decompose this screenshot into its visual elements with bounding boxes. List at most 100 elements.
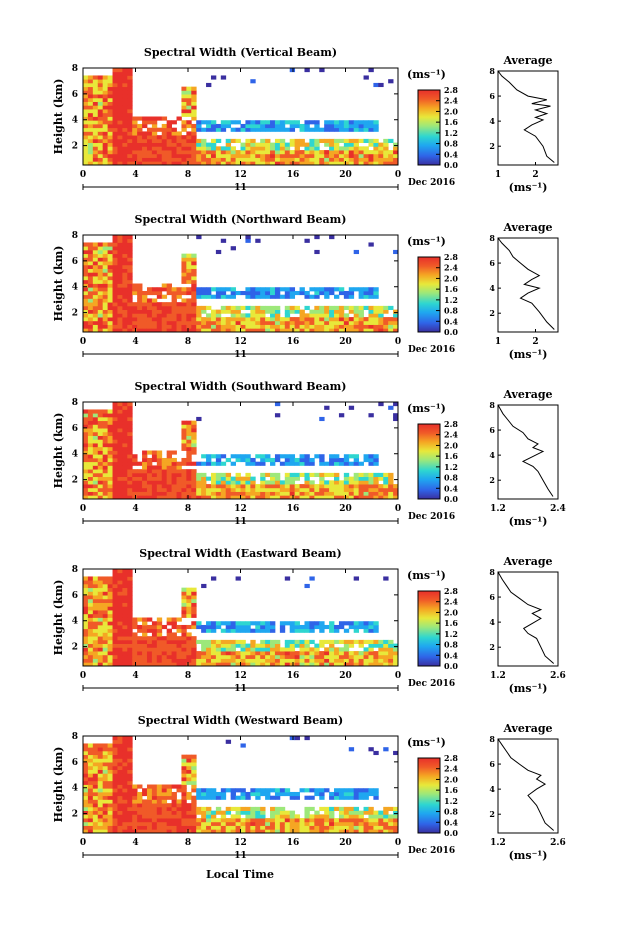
- heatmap-cell: [127, 736, 133, 741]
- heatmap-cell: [127, 97, 133, 102]
- heatmap-cell: [284, 654, 291, 659]
- heatmap-cell: [127, 272, 133, 277]
- heatmap-cell: [191, 647, 197, 652]
- heatmap-cell: [235, 621, 241, 626]
- heatmap-cell: [368, 643, 374, 648]
- heatmap-cell: [270, 317, 276, 322]
- heatmap-cell: [127, 628, 133, 633]
- heatmap-cell: [171, 818, 177, 823]
- heatmap-cell: [225, 654, 232, 659]
- heatmap-cell: [83, 268, 89, 273]
- heatmap-cell: [112, 131, 118, 136]
- heatmap-cell: [329, 290, 335, 296]
- heatmap-cell: [314, 249, 320, 255]
- heatmap-cell: [279, 487, 286, 492]
- heatmap-cell: [196, 138, 202, 144]
- heatmap-cell: [181, 268, 187, 273]
- heatmap-cell: [137, 324, 143, 329]
- heatmap-cell: [289, 495, 296, 500]
- heatmap-cell: [270, 654, 276, 659]
- heatmap-cell: [132, 495, 138, 500]
- heatmap-cell: [171, 484, 177, 489]
- heatmap-cell: [368, 472, 374, 478]
- heatmap-cell: [304, 480, 310, 485]
- heatmap-cell: [156, 803, 163, 808]
- heatmap-cell: [191, 309, 197, 314]
- heatmap-cell: [324, 818, 330, 823]
- heatmap-cell: [274, 150, 281, 155]
- heatmap-cell: [176, 476, 182, 481]
- heatmap-cell: [250, 138, 256, 144]
- heatmap-cell: [83, 632, 89, 637]
- heatmap-cell: [378, 157, 384, 162]
- heatmap-cell: [146, 476, 153, 481]
- heatmap-cell: [373, 484, 379, 489]
- heatmap-cell: [161, 309, 168, 314]
- heatmap-cell: [166, 157, 172, 162]
- heatmap-cell: [97, 131, 104, 136]
- heatmap-cell: [274, 127, 281, 132]
- heatmap-cell: [137, 487, 143, 492]
- heatmap-cell: [304, 662, 310, 667]
- heatmap-cell: [83, 253, 89, 258]
- heatmap-cell: [112, 101, 118, 106]
- heatmap-cell: [176, 480, 182, 485]
- heatmap-cell: [348, 821, 355, 826]
- heatmap-cell: [122, 472, 128, 478]
- heatmap-cell: [215, 654, 222, 659]
- heatmap-cell: [201, 317, 207, 322]
- heatmap-cell: [146, 806, 153, 812]
- heatmap-cell: [319, 795, 325, 800]
- heatmap-cell: [210, 628, 217, 633]
- heatmap-cell: [156, 317, 163, 322]
- heatmap-cell: [122, 484, 128, 489]
- heatmap-cell: [112, 662, 118, 667]
- heatmap-cell: [142, 621, 148, 626]
- heatmap-cell: [201, 810, 207, 815]
- heatmap-cell: [83, 825, 89, 830]
- heatmap-cell: [87, 264, 94, 269]
- heatmap-cell: [284, 487, 291, 492]
- heatmap-cell: [388, 153, 394, 158]
- heatmap-cell: [191, 153, 197, 158]
- heatmap-cell: [83, 769, 89, 774]
- heatmap-cell: [240, 643, 246, 648]
- heatmap-cell: [255, 328, 261, 333]
- heatmap-cell: [97, 639, 104, 645]
- heatmap-cell: [245, 150, 251, 155]
- heatmap-cell: [127, 651, 133, 656]
- heatmap-cell: [201, 150, 207, 155]
- heatmap-cell: [191, 658, 197, 663]
- heatmap-cell: [191, 491, 197, 496]
- heatmap-cell: [319, 305, 325, 311]
- heatmap-cell: [383, 651, 389, 656]
- heatmap-cell: [92, 131, 99, 136]
- heatmap-cell: [358, 317, 364, 322]
- heatmap-cell: [122, 647, 128, 652]
- heatmap-cell: [186, 446, 192, 451]
- heatmap-cell: [181, 758, 187, 763]
- heatmap-cell: [102, 457, 109, 463]
- heatmap-cell: [151, 814, 158, 819]
- heatmap-cell: [215, 476, 222, 481]
- heatmap-cell: [270, 647, 276, 652]
- heatmap-cell: [87, 621, 94, 626]
- heatmap-cell: [156, 784, 163, 789]
- heatmap-cell: [289, 153, 296, 158]
- heatmap-cell: [250, 294, 256, 299]
- heatmap-cell: [112, 276, 118, 281]
- heatmap-cell: [87, 818, 94, 823]
- heatmap-cell: [97, 636, 104, 641]
- heatmap-cell: [87, 94, 94, 99]
- heatmap-cell: [122, 762, 128, 767]
- heatmap-cell: [87, 75, 94, 80]
- heatmap-cell: [142, 662, 148, 667]
- heatmap-cell: [368, 120, 374, 125]
- heatmap-cell: [181, 491, 187, 496]
- heatmap-cell: [142, 803, 148, 808]
- heatmap-cell: [112, 413, 118, 418]
- heatmap-cell: [102, 283, 109, 288]
- heatmap-cell: [102, 86, 109, 91]
- heatmap-cell: [343, 328, 350, 333]
- heatmap-cell: [122, 101, 128, 106]
